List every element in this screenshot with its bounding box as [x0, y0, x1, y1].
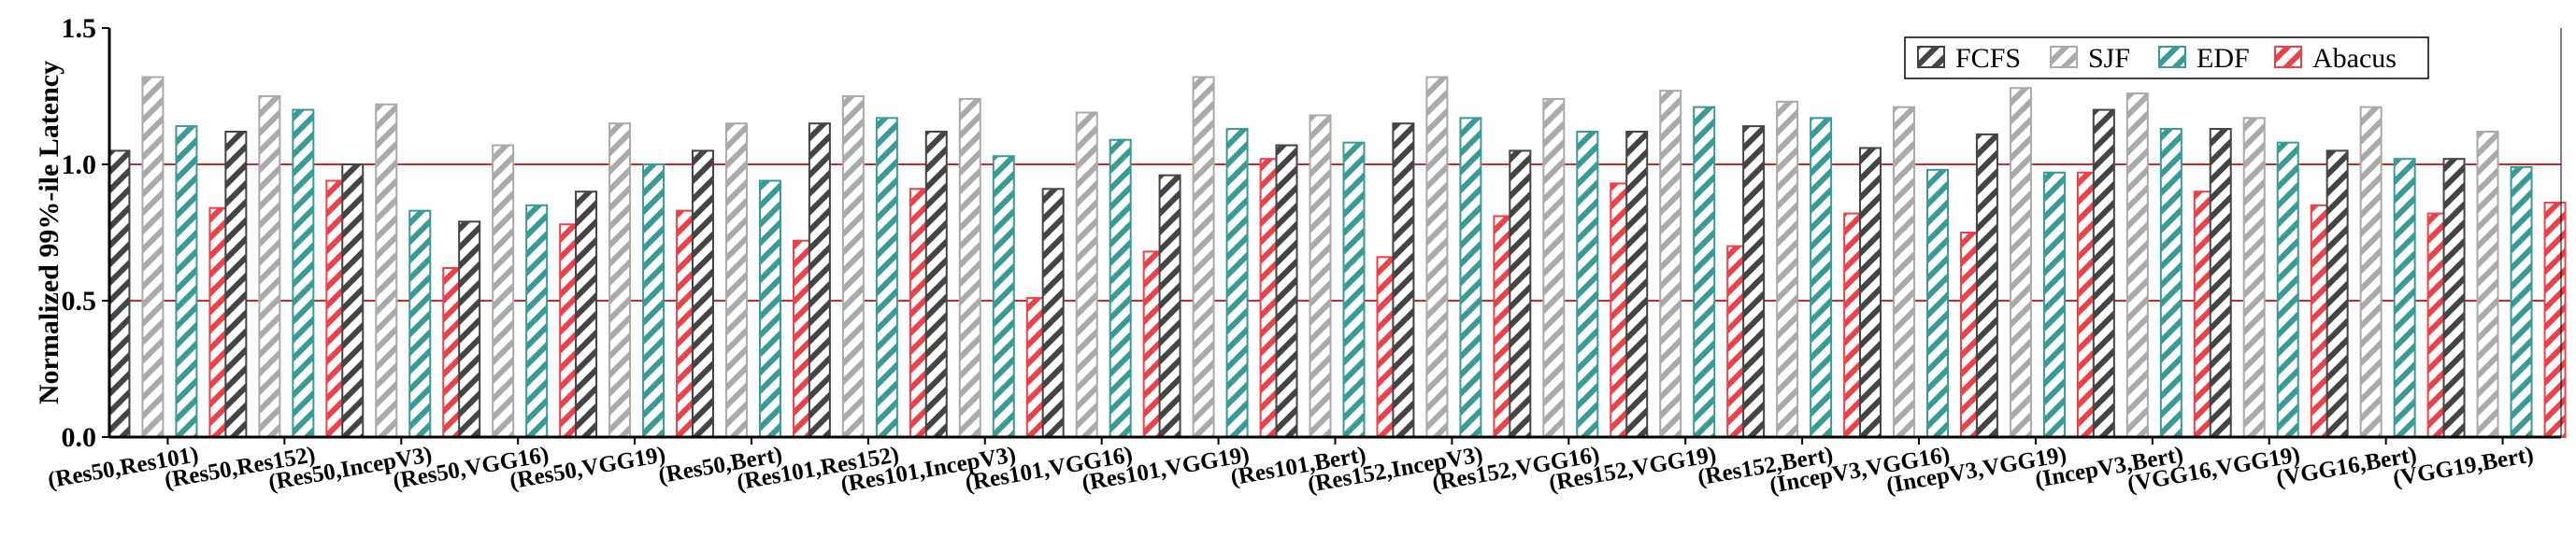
- bar-fcfs: [2326, 149, 2349, 438]
- y-tick-label: 0.0: [62, 422, 97, 453]
- bar-fcfs: [458, 220, 481, 438]
- bars: [107, 76, 2567, 439]
- bar-sjf: [1192, 76, 1215, 438]
- bar-edf: [1225, 128, 1249, 438]
- bar-edf: [2276, 141, 2299, 438]
- bar-sjf: [258, 95, 281, 438]
- bar-edf: [2042, 171, 2066, 438]
- bar-sjf: [2242, 117, 2266, 439]
- y-tick-label: 1.5: [62, 13, 97, 44]
- legend-swatch: [2274, 46, 2302, 68]
- bar-fcfs: [1392, 122, 1415, 438]
- bar-sjf: [1659, 90, 1682, 438]
- legend-item-edf: EDF: [2158, 43, 2250, 74]
- bar-edf: [1459, 117, 1482, 439]
- bar-edf: [1109, 138, 1132, 438]
- bar-sjf: [492, 144, 515, 438]
- bar-fcfs: [224, 130, 248, 439]
- legend-label: FCFS: [1955, 43, 2021, 74]
- y-ticks: 0.0 0.5 1.0 1.5: [62, 13, 109, 453]
- bar-fcfs: [575, 191, 598, 438]
- bar-edf: [408, 209, 432, 438]
- legend-label: SJF: [2088, 43, 2130, 74]
- bar-fcfs: [1742, 125, 1766, 438]
- x-tick-labels: (Res50,Res101)(Res50,Res152)(Res50,Incep…: [46, 437, 2536, 499]
- bar-fcfs: [924, 130, 948, 439]
- bar-sjf: [1425, 76, 1449, 438]
- bar-edf: [1342, 141, 1366, 438]
- y-tick-label: 1.0: [62, 149, 97, 180]
- bar-edf: [292, 108, 315, 438]
- bar-edf: [642, 163, 665, 438]
- bar-sjf: [1776, 100, 1799, 438]
- bar-edf: [1576, 130, 1599, 439]
- legend-item-abacus: Abacus: [2274, 43, 2397, 74]
- bar-sjf: [608, 122, 632, 438]
- legend-item-fcfs: FCFS: [1917, 43, 2021, 74]
- y-axis-label: Normalized 99%-ile Latency: [34, 61, 64, 404]
- bar-edf: [1810, 117, 1833, 439]
- bar-fcfs: [1158, 174, 1181, 438]
- bar-fcfs: [1625, 130, 1649, 439]
- bar-edf: [1926, 168, 1950, 438]
- legend-label: EDF: [2197, 43, 2250, 74]
- legend-swatch: [1917, 46, 1945, 68]
- reference-lines: [109, 163, 2561, 302]
- bar-fcfs: [1041, 188, 1065, 438]
- bar-fcfs: [1275, 144, 1298, 438]
- y-tick-label: 0.5: [62, 286, 97, 317]
- bar-edf: [2393, 158, 2416, 438]
- bar-sjf: [2009, 87, 2032, 439]
- bar-abacus: [2543, 201, 2567, 438]
- bar-sjf: [1075, 111, 1098, 439]
- bar-edf: [875, 117, 898, 439]
- bar-fcfs: [2092, 108, 2115, 438]
- bar-fcfs: [808, 122, 831, 438]
- bar-edf: [1693, 106, 1716, 439]
- legend-swatch: [2050, 46, 2078, 68]
- bar-edf: [758, 179, 781, 439]
- bar-fcfs: [2209, 128, 2232, 438]
- bar-sjf: [841, 95, 865, 438]
- legend-item-sjf: SJF: [2050, 43, 2130, 74]
- bar-sjf: [2359, 106, 2383, 439]
- bar-sjf: [375, 103, 398, 438]
- bar-sjf: [958, 97, 981, 438]
- bar-sjf: [724, 122, 748, 438]
- bar-edf: [2510, 165, 2533, 438]
- legend-label: Abacus: [2312, 43, 2397, 74]
- bar-fcfs: [691, 149, 714, 438]
- bar-fcfs: [1975, 133, 1998, 438]
- bar-edf: [175, 125, 198, 438]
- bar-fcfs: [1509, 149, 1532, 438]
- bar-sjf: [2476, 130, 2499, 439]
- bar-edf: [525, 204, 549, 438]
- legend-swatch: [2158, 46, 2186, 68]
- bar-fcfs: [1859, 147, 1882, 438]
- bar-sjf: [1309, 114, 1332, 438]
- legend: FCFS SJF EDF Abacus: [1904, 36, 2429, 79]
- bar-edf: [2159, 128, 2182, 438]
- bar-fcfs: [2442, 158, 2466, 438]
- bar-sjf: [141, 76, 165, 438]
- bar-fcfs: [107, 149, 131, 438]
- bar-fcfs: [341, 163, 365, 438]
- bar-sjf: [1542, 97, 1566, 438]
- bar-edf: [992, 155, 1015, 439]
- bar-sjf: [2125, 92, 2149, 439]
- bar-sjf: [1893, 106, 1916, 439]
